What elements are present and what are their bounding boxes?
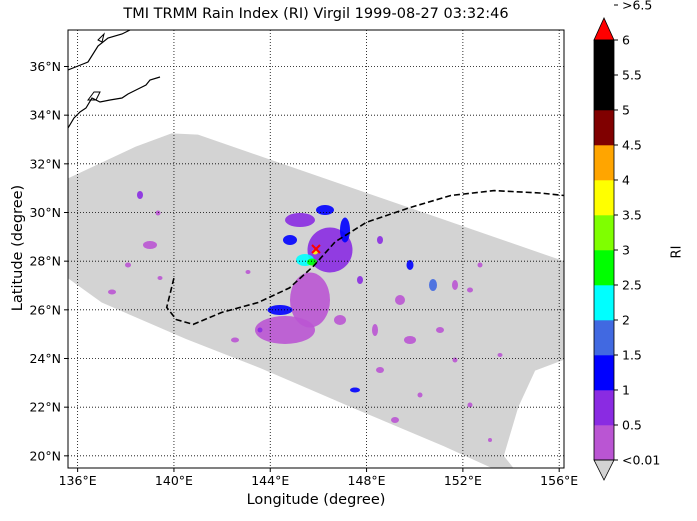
colorbar-segment [594, 40, 614, 76]
colorbar-tick-label: 4.5 [622, 138, 642, 153]
colorbar-segment [594, 145, 614, 181]
y-tick-label: 24°N [29, 351, 61, 366]
colorbar-label: RI [669, 245, 685, 259]
colorbar-segment [594, 180, 614, 216]
rain-echo [376, 367, 384, 373]
x-axis-label: Longitude (degree) [246, 492, 386, 508]
colorbar-segment [594, 425, 614, 461]
colorbar-tick-label: >6.5 [622, 0, 652, 13]
rain-echo [467, 402, 473, 408]
rain-echo [316, 205, 334, 215]
x-tick-label: 140°E [155, 473, 193, 488]
colorbar-tick-label: 1.5 [622, 348, 642, 363]
plot-frame [67, 29, 565, 469]
colorbar-segment [594, 285, 614, 321]
colorbar-extend-max [593, 17, 615, 41]
map-area [68, 30, 564, 468]
rain-echo [267, 305, 293, 315]
rain-echo [404, 336, 416, 344]
colorbar-segment [594, 355, 614, 391]
x-tick-label: 144°E [251, 473, 289, 488]
coastline [68, 76, 161, 129]
colorbar-tick-label: 0.5 [622, 418, 642, 433]
rain-echo [477, 262, 483, 268]
rain-echo [245, 270, 251, 274]
colorbar-tick-label: 5 [622, 103, 630, 118]
colorbar-extend-min [593, 459, 615, 481]
rain-echo [340, 217, 350, 243]
x-tick-label: 136°E [59, 473, 97, 488]
colorbar-tick-label: 3 [622, 243, 630, 258]
rain-echo [436, 327, 444, 333]
colorbar-tick-label: 2 [622, 313, 630, 328]
rain-echo [257, 327, 263, 333]
x-tick-label: 152°E [444, 473, 482, 488]
colorbar-segment [594, 390, 614, 426]
coastline [87, 91, 101, 101]
rain-echo [395, 295, 405, 305]
y-tick-label: 26°N [29, 302, 61, 317]
rain-echo [334, 315, 346, 325]
y-axis-label: Latitude (degree) [10, 184, 26, 312]
y-tick-label: 34°N [29, 108, 61, 123]
coastline [97, 32, 105, 43]
x-tick-label: 156°E [540, 473, 578, 488]
rain-echo [452, 280, 458, 290]
colorbar-tick-label: 2.5 [622, 278, 642, 293]
rain-echo [391, 417, 399, 423]
y-tick-label: 20°N [29, 448, 61, 463]
colorbar-tick-label: 4 [622, 173, 630, 188]
rain-echo [357, 276, 363, 284]
colorbar-tick-label: 1 [622, 383, 630, 398]
y-tick-label: 22°N [29, 400, 61, 415]
rain-echo [137, 191, 143, 199]
rain-echo [143, 241, 157, 249]
rain-echo [155, 210, 161, 216]
rain-echo [488, 438, 492, 442]
rain-echo [372, 324, 378, 336]
colorbar-segment [594, 215, 614, 251]
plot-title: TMI TRMM Rain Index (RI) Virgil 1999-08-… [123, 6, 509, 22]
rain-echo [497, 353, 503, 357]
rain-echo [452, 357, 458, 363]
rain-echo [108, 289, 116, 295]
storm-track [165, 189, 564, 326]
y-tick-label: 32°N [29, 156, 61, 171]
rain-echo [283, 235, 297, 245]
y-tick-label: 36°N [29, 59, 61, 74]
rain-echo [417, 392, 423, 398]
rain-echo [350, 387, 360, 393]
rain-echo [290, 272, 330, 328]
colorbar-tick-label: 3.5 [622, 208, 642, 223]
rain-echo [231, 337, 239, 343]
rain-echo [125, 262, 131, 268]
storm-center-marker [311, 244, 321, 254]
y-tick-label: 28°N [29, 254, 61, 269]
rain-echo [467, 287, 473, 293]
colorbar-tick-label: 6 [622, 33, 630, 48]
rain-echo [377, 236, 383, 244]
rain-echo [157, 276, 163, 280]
x-tick-label: 148°E [348, 473, 386, 488]
colorbar-tick-label: <0.01 [622, 453, 660, 468]
colorbar-tick-label: 5.5 [622, 68, 642, 83]
rain-echo [307, 258, 317, 266]
rain-echo [406, 260, 414, 270]
colorbar-segment [594, 110, 614, 146]
y-tick-label: 30°N [29, 205, 61, 220]
colorbar-segment [594, 75, 614, 111]
rain-echo [429, 279, 437, 291]
rain-echo [285, 213, 315, 227]
colorbar-segment [594, 320, 614, 356]
colorbar-segment [594, 250, 614, 286]
